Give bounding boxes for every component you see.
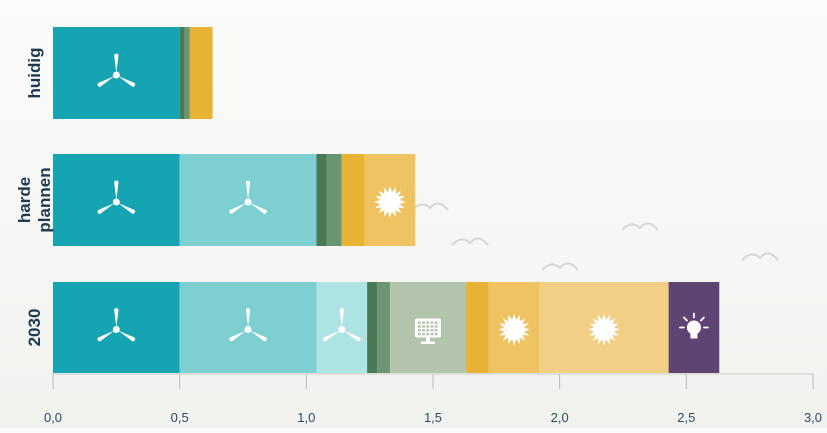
bar-segment <box>179 27 185 119</box>
bar-segment <box>367 282 378 373</box>
sun-icon <box>373 186 406 218</box>
bar-segment <box>184 27 190 119</box>
bird-silhouette <box>451 237 489 246</box>
category-label-line: plannen <box>35 167 54 232</box>
category-label: huidig <box>25 48 44 99</box>
bar-segment <box>465 282 489 373</box>
bar-segment <box>326 154 342 246</box>
bar-segment <box>341 154 365 246</box>
bar-segment <box>189 27 213 119</box>
wind-turbine-icon <box>97 53 136 87</box>
bar-segment <box>316 154 327 246</box>
bird-silhouette <box>621 222 659 231</box>
x-tick-label: 0,0 <box>44 410 62 425</box>
sun-icon <box>498 313 531 346</box>
bar-segment <box>377 282 390 373</box>
bird-silhouette <box>541 262 579 271</box>
category-label-line: huidig <box>25 48 44 99</box>
sun-icon <box>588 313 620 346</box>
wind-turbine-icon <box>97 308 136 342</box>
category-label: 2030 <box>25 309 44 347</box>
bars-group <box>53 27 720 373</box>
wind-turbine-icon <box>322 308 361 342</box>
wind-turbine-icon <box>229 180 267 214</box>
x-axis: 0,0 0,5 1,0 1,5 2,0 2,5 3,0 <box>44 373 822 425</box>
x-tick-label: 1,0 <box>297 410 315 425</box>
bird-silhouette <box>411 202 449 211</box>
category-label: harde plannen <box>15 167 54 232</box>
x-tick-label: 0,5 <box>171 410 189 425</box>
x-tick-label: 2,5 <box>677 410 695 425</box>
bar-2030 <box>53 282 720 373</box>
wind-turbine-icon <box>229 308 267 342</box>
x-tick-label: 1,5 <box>424 410 442 425</box>
bird-silhouette <box>741 252 779 261</box>
x-tick-label: 2,0 <box>551 410 569 425</box>
category-labels: huidig harde plannen 2030 <box>15 48 54 347</box>
server-icon <box>414 318 441 344</box>
category-label-line: harde <box>15 177 34 223</box>
lightbulb-icon <box>679 312 709 339</box>
category-label-line: 2030 <box>25 309 44 347</box>
bar-harde-plannen <box>53 154 416 246</box>
x-tick-label: 3,0 <box>804 410 822 425</box>
wind-turbine-icon <box>97 180 136 214</box>
bar-huidig <box>53 27 213 119</box>
